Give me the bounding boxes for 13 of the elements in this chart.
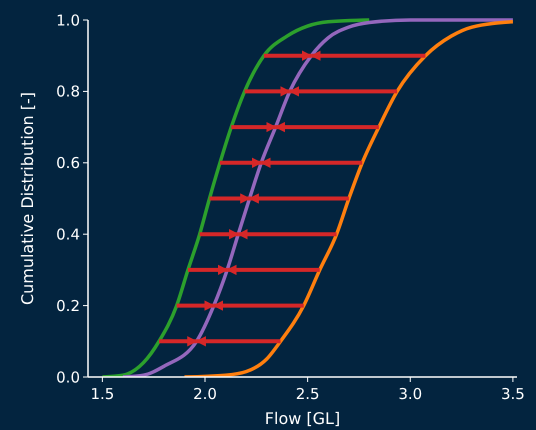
y-tick-label: 0.2 [56,296,80,315]
x-tick-label: 2.5 [296,385,320,403]
x-tick-label: 3.0 [398,385,422,403]
y-tick-label: 0.0 [56,368,80,386]
x-tick-label: 2.0 [193,385,217,403]
y-tick-label: 0.4 [56,225,80,244]
x-tick-label: 1.5 [90,385,114,403]
y-tick-label: 0.6 [56,154,80,172]
y-axis-title: Cumulative Distribution [-] [18,92,37,306]
x-axis-title: Flow [GL] [264,409,340,428]
y-tick-label: 0.8 [56,82,80,101]
y-tick-label: 1.0 [56,11,80,30]
x-tick-label: 3.5 [500,385,525,403]
